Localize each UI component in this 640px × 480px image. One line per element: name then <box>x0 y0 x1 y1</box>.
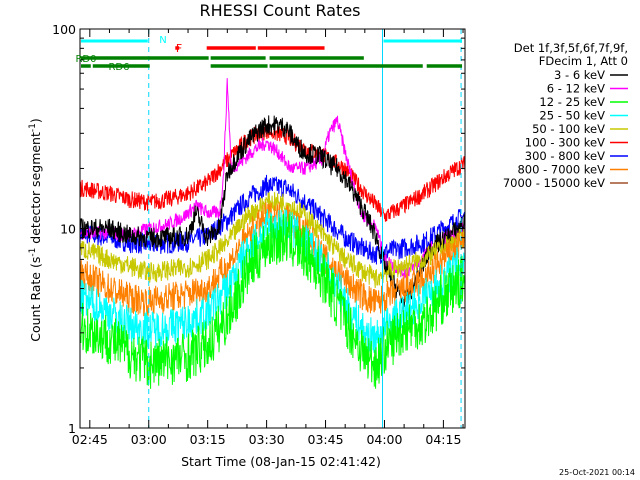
x-tick-label: 04:00 <box>366 432 402 447</box>
legend-entry-label: 25 - 50 keV <box>539 109 605 123</box>
annotation-label-rd6: RD6 <box>108 62 129 73</box>
y-axis-label: Count Rate (s-1 detector segment-1) <box>28 118 43 342</box>
y-tick-label: 1 <box>68 421 76 436</box>
legend-entry-label: 300 - 800 keV <box>525 149 605 163</box>
chart-title: RHESSI Count Rates <box>200 1 361 20</box>
legend: Det 1f,3f,5f,6f,7f,9f,FDecim 1, Att 03 -… <box>503 41 628 190</box>
x-tick-label: 02:45 <box>72 432 108 447</box>
series-line-100-300-kev <box>80 123 465 222</box>
series-line-12-25-kev <box>80 213 465 389</box>
x-axis-label: Start Time (08-Jan-15 02:41:42) <box>181 454 381 469</box>
series-line-50-100-kev <box>80 192 465 289</box>
series-line-25-50-kev <box>80 209 465 357</box>
legend-entry-label: 3 - 6 keV <box>554 68 605 82</box>
x-tick-label: 03:30 <box>249 432 285 447</box>
series-line-300-800-kev <box>80 174 465 265</box>
x-tick-label: 03:15 <box>190 432 226 447</box>
annotation-label-f: F <box>176 42 182 55</box>
annotation-label-n: N <box>159 35 166 46</box>
legend-entry-label: 7000 - 15000 keV <box>503 176 605 190</box>
legend-entry-label: 6 - 12 keV <box>547 82 605 96</box>
annotation-label-rd0: RD0 <box>75 54 96 65</box>
y-tick-label: 100 <box>52 22 76 37</box>
x-tick-label: 03:00 <box>131 432 167 447</box>
timestamp: 25-Oct-2021 00:14 <box>559 468 635 477</box>
legend-entry-label: 12 - 25 keV <box>539 95 605 109</box>
legend-entry-label: 100 - 300 keV <box>525 136 605 150</box>
legend-header-line: Det 1f,3f,5f,6f,7f,9f, <box>514 41 628 55</box>
legend-entry-label: 50 - 100 keV <box>532 122 605 136</box>
legend-header-line: FDecim 1, Att 0 <box>539 54 628 68</box>
series-line-6-12-kev <box>80 78 465 279</box>
legend-entry-label: 800 - 7000 keV <box>517 163 605 177</box>
y-tick-label: 10 <box>60 222 76 237</box>
x-tick-label: 03:45 <box>308 432 344 447</box>
x-tick-label: 04:15 <box>425 432 461 447</box>
